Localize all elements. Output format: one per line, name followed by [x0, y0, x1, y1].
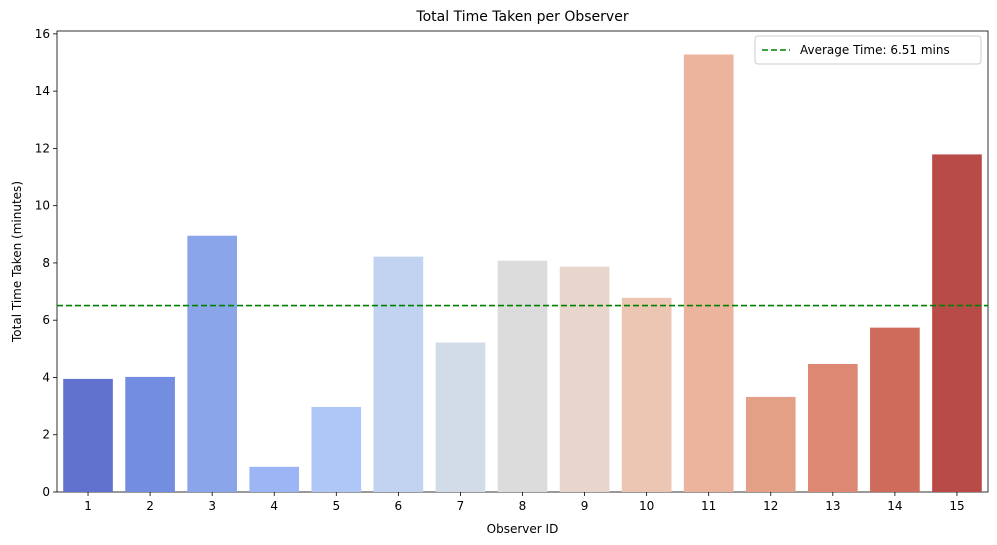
chart-title: Total Time Taken per Observer	[415, 9, 628, 25]
x-tick-label: 5	[332, 499, 340, 513]
bar-10	[621, 297, 672, 492]
bar-3	[187, 235, 237, 493]
legend: Average Time: 6.51 mins	[754, 35, 982, 65]
y-tick-label: 2	[42, 428, 50, 442]
y-tick-label: 8	[42, 256, 50, 270]
legend-box	[754, 35, 982, 65]
x-tick-label: 14	[887, 499, 902, 513]
bar-9	[559, 266, 610, 492]
y-axis-ticks: 0 2 4 6 8 10 12 14 16	[35, 27, 57, 499]
x-axis-ticks: 1 2 3 4 5 6 7 8 9 10 11 12 13 14 15	[84, 492, 965, 513]
bar-1	[63, 378, 113, 492]
y-axis-label: Total Time Taken (minutes)	[10, 181, 24, 343]
y-tick-label: 0	[42, 485, 50, 499]
y-tick-label: 6	[42, 313, 50, 327]
x-tick-label: 10	[639, 499, 654, 513]
y-tick-label: 10	[35, 199, 50, 213]
bar-5	[311, 406, 362, 492]
x-tick-label: 4	[270, 499, 278, 513]
bar-13	[808, 364, 858, 492]
x-tick-label: 7	[457, 499, 465, 513]
x-tick-label: 1	[84, 499, 92, 513]
bar-12	[745, 396, 796, 492]
x-tick-label: 15	[949, 499, 964, 513]
x-tick-label: 2	[146, 499, 154, 513]
x-tick-label: 11	[701, 499, 716, 513]
x-tick-label: 6	[395, 499, 403, 513]
y-tick-label: 16	[35, 27, 50, 41]
y-tick-label: 4	[42, 370, 50, 384]
bar-4	[249, 466, 300, 492]
bar-15	[932, 154, 982, 492]
bar-8	[497, 260, 548, 492]
x-axis-label: Observer ID	[487, 522, 559, 536]
bars	[63, 54, 982, 493]
bar-6	[373, 256, 424, 492]
x-tick-label: 3	[208, 499, 216, 513]
legend-label: Average Time: 6.51 mins	[800, 43, 950, 57]
x-tick-label: 8	[519, 499, 527, 513]
bar-2	[125, 376, 175, 492]
y-tick-label: 14	[35, 84, 50, 98]
x-tick-label: 12	[763, 499, 778, 513]
x-tick-label: 9	[581, 499, 589, 513]
bar-14	[870, 327, 920, 492]
y-tick-label: 12	[35, 141, 50, 155]
bar-7	[435, 342, 486, 492]
x-tick-label: 13	[825, 499, 840, 513]
bar-11	[683, 54, 734, 493]
